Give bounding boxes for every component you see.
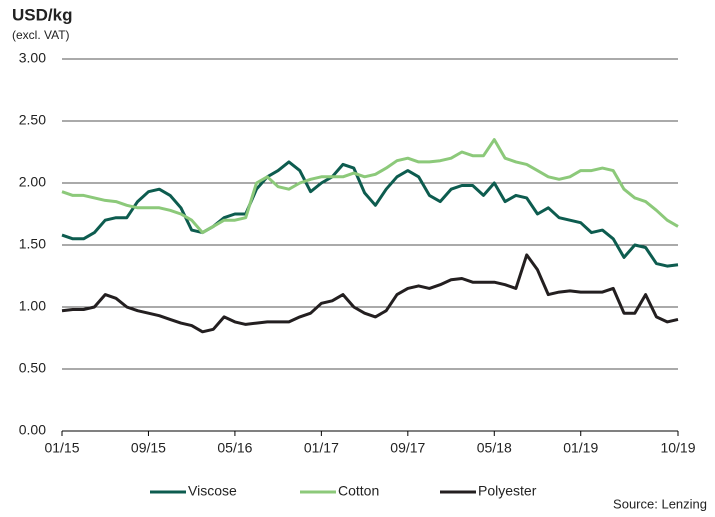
x-tick-label: 01/19 (563, 440, 598, 456)
legend-label: Polyester (478, 483, 537, 499)
x-tick-label: 09/17 (390, 440, 425, 456)
y-tick-label: 1.50 (19, 236, 46, 252)
y-tick-label: 2.50 (19, 112, 46, 128)
x-tick-label: 09/15 (131, 440, 166, 456)
y-tick-label: 0.00 (19, 422, 46, 438)
x-tick-label: 05/16 (217, 440, 252, 456)
line-series (61, 253, 679, 334)
x-tick-label: 01/15 (44, 440, 79, 456)
y-tick-label: 1.00 (19, 298, 46, 314)
legend-label: Viscose (188, 483, 237, 499)
y-tick-label: 0.50 (19, 360, 46, 376)
legend-label: Cotton (338, 483, 379, 499)
y-tick-label: 2.00 (19, 174, 46, 190)
line-series (61, 160, 679, 268)
x-tick-label: 05/18 (477, 440, 512, 456)
line-series (61, 138, 679, 235)
x-tick-label: 10/19 (660, 440, 695, 456)
chart-subtitle: (excl. VAT) (12, 28, 70, 42)
chart-title: USD/kg (12, 5, 72, 24)
y-tick-label: 3.00 (19, 50, 46, 66)
x-tick-label: 01/17 (304, 440, 339, 456)
source-note: Source: Lenzing (613, 496, 707, 511)
